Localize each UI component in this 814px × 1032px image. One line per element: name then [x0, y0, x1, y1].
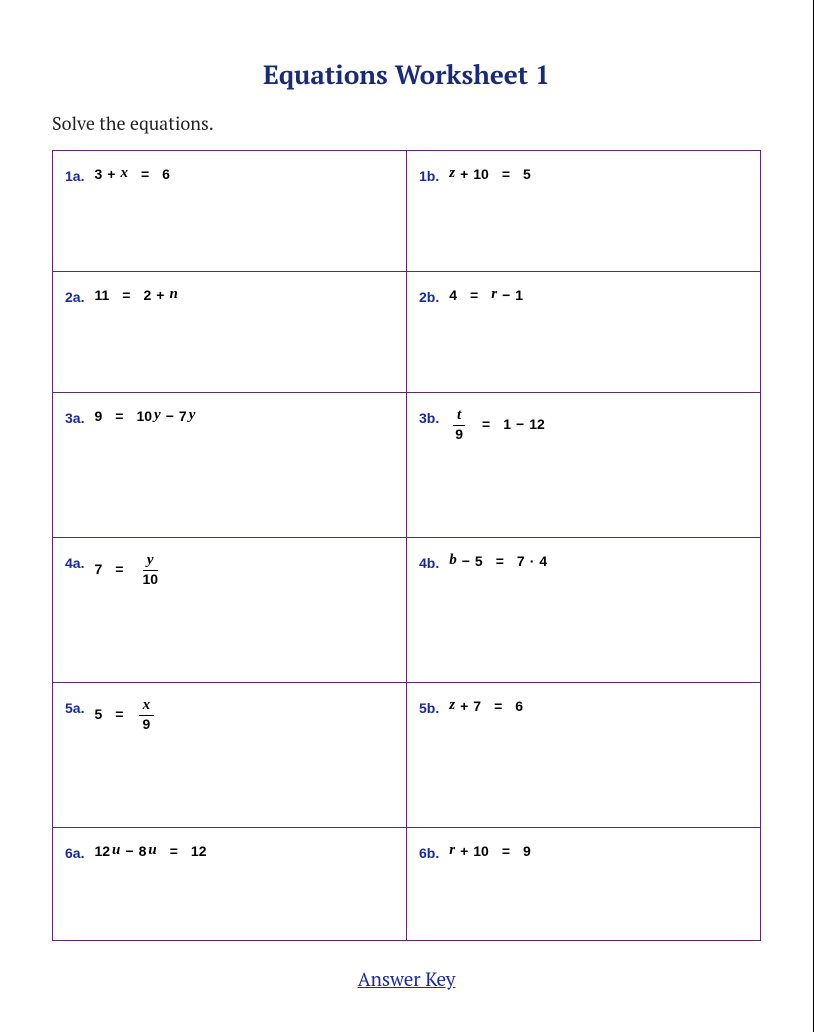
fraction: t9 [451, 407, 467, 442]
problem-label: 5a. [65, 697, 84, 719]
equation: r+10=9 [449, 842, 531, 859]
problem-cell: 5a. 5=x9 [53, 683, 407, 828]
problem-label: 1a. [65, 165, 84, 187]
table-row: 4a. 7=y10 4b. b−5=7·4 [53, 538, 761, 683]
problem-label: 1b. [419, 165, 439, 187]
problem-label: 3b. [419, 407, 439, 429]
problem-label: 3a. [65, 407, 84, 429]
problems-table: 1a. 3+x=6 1b. z+10=5 2a. 11=2+n 2b. 4=r−1 3a. 9=1… [52, 150, 761, 941]
problem-cell: 1a. 3+x=6 [53, 151, 407, 272]
problem-cell: 2b. 4=r−1 [407, 272, 761, 393]
table-row: 2a. 11=2+n 2b. 4=r−1 [53, 272, 761, 393]
equation: 12u−8u=12 [94, 842, 206, 859]
problem-cell: 5b. z+7=6 [407, 683, 761, 828]
equation: 11=2+n [94, 286, 177, 303]
problem-label: 5b. [419, 697, 439, 719]
answer-key-link[interactable]: Answer Key [358, 967, 456, 992]
equation: t9=1−12 [449, 407, 545, 442]
equation: 5=x9 [94, 697, 156, 732]
problem-cell: 1b. z+10=5 [407, 151, 761, 272]
problem-label: 4b. [419, 552, 439, 574]
problem-cell: 6a. 12u−8u=12 [53, 828, 407, 941]
table-row: 3a. 9=10y−7y 3b. t9=1−12 [53, 393, 761, 538]
problem-label: 2b. [419, 286, 439, 308]
problem-label: 4a. [65, 552, 84, 574]
problem-cell: 6b. r+10=9 [407, 828, 761, 941]
equation: b−5=7·4 [449, 552, 547, 569]
problem-cell: 3b. t9=1−12 [407, 393, 761, 538]
equation: 9=10y−7y [94, 407, 195, 424]
answer-key-container: Answer Key [52, 967, 761, 992]
fraction: x9 [138, 697, 154, 732]
equation: 4=r−1 [449, 286, 523, 303]
problem-cell: 4b. b−5=7·4 [407, 538, 761, 683]
problem-cell: 2a. 11=2+n [53, 272, 407, 393]
page-title: Equations Worksheet 1 [52, 58, 761, 92]
equation: z+7=6 [449, 697, 523, 714]
equation: 3+x=6 [94, 165, 169, 182]
problem-label: 6b. [419, 842, 439, 864]
worksheet-page: Equations Worksheet 1 Solve the equation… [0, 0, 814, 1032]
table-row: 5a. 5=x9 5b. z+7=6 [53, 683, 761, 828]
problem-label: 6a. [65, 842, 84, 864]
problem-cell: 4a. 7=y10 [53, 538, 407, 683]
table-row: 1a. 3+x=6 1b. z+10=5 [53, 151, 761, 272]
equation: z+10=5 [449, 165, 531, 182]
table-row: 6a. 12u−8u=12 6b. r+10=9 [53, 828, 761, 941]
equation: 7=y10 [94, 552, 164, 587]
fraction: y10 [138, 552, 162, 587]
instruction-text: Solve the equations. [52, 112, 761, 136]
problem-label: 2a. [65, 286, 84, 308]
problem-cell: 3a. 9=10y−7y [53, 393, 407, 538]
